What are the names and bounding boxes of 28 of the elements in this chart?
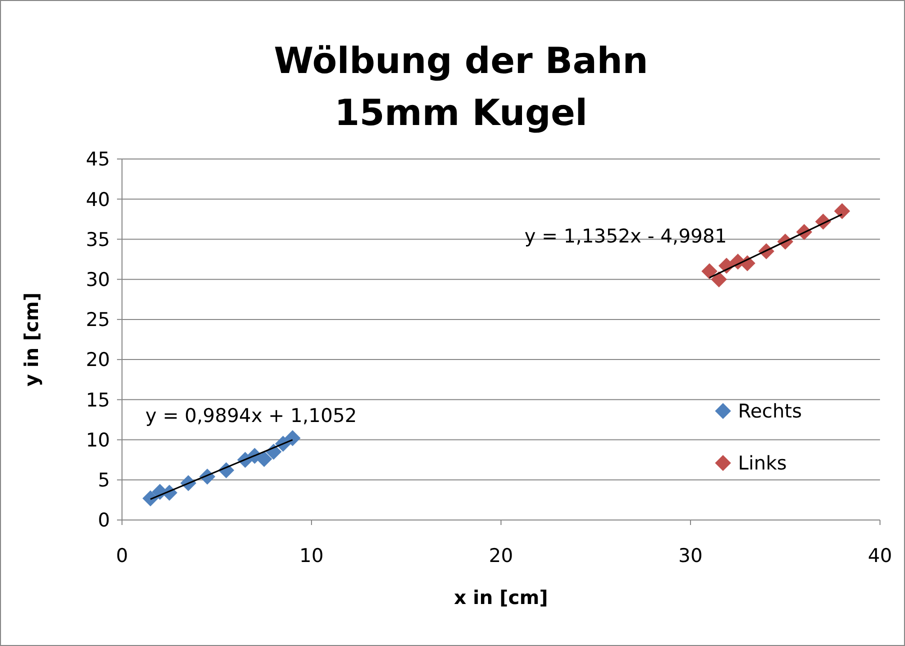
x-tick-label: 20 — [488, 545, 514, 567]
y-tick-label: 30 — [86, 268, 110, 291]
point — [256, 451, 272, 468]
point — [142, 490, 158, 506]
y-tick-label: 0 — [98, 510, 110, 532]
y-tick-label: 25 — [86, 309, 110, 332]
point — [701, 263, 718, 280]
point — [284, 430, 301, 446]
chart-title: Wölbung der Bahn 15mm Kugel — [274, 41, 648, 134]
y-axis-title: y in [cm] — [21, 292, 43, 387]
y-tick-label: 5 — [98, 470, 110, 492]
x-axis-title: x in [cm] — [454, 587, 548, 609]
x-tick-label: 40 — [868, 545, 892, 567]
y-tick-label: 40 — [86, 188, 110, 211]
y-tick-label: 20 — [86, 349, 110, 372]
point — [710, 271, 727, 288]
y-tick-label: 10 — [86, 429, 110, 452]
x-tick-label: 10 — [299, 545, 324, 567]
y-tick-label: 45 — [86, 148, 110, 171]
y-tick-label: 35 — [86, 228, 110, 251]
legend-label: Links — [738, 452, 787, 475]
y-tick-label: 15 — [86, 389, 110, 412]
legend-label: Rechts — [738, 400, 802, 423]
x-tick-label: 0 — [116, 545, 128, 567]
x-tick-label: 30 — [678, 545, 703, 567]
annotation: y = 1,1352x - 4,9981 — [524, 225, 727, 248]
annotation: y = 0,9894x + 1,1052 — [145, 404, 357, 427]
point — [834, 203, 850, 220]
